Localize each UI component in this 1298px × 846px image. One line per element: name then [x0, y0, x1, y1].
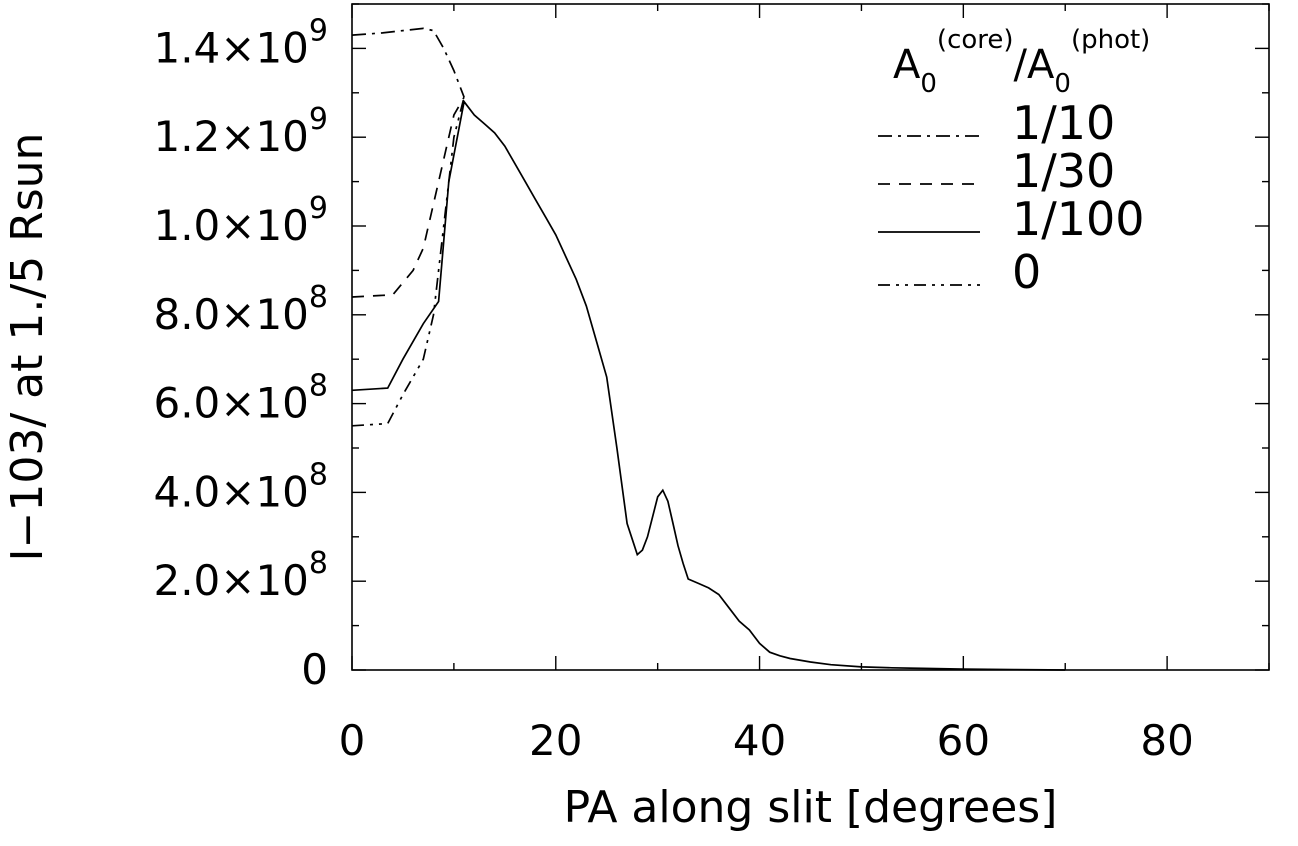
legend-title-num-base: A: [893, 42, 921, 88]
legend-label-3: 1/100: [1012, 192, 1145, 246]
legend-title-den-sub: 0: [1054, 69, 1071, 99]
legend-label-2: 1/30: [1012, 144, 1115, 198]
y-tick-exponent: 8: [309, 457, 328, 492]
legend-title-den-sup: (phot): [1071, 25, 1150, 55]
x-tick-label: 40: [733, 716, 786, 765]
y-tick-exponent: 9: [309, 13, 328, 48]
y-tick-mantissa: 8.0×10: [153, 290, 308, 339]
y-tick-label: 4.0×108: [153, 457, 328, 516]
y-tick-mantissa: 1.2×10: [153, 112, 308, 161]
y-tick-mantissa: 1.0×10: [153, 201, 308, 250]
series-line-3: [351, 99, 1066, 671]
legend-label-4: 0: [1012, 245, 1041, 299]
x-tick-label: 80: [1140, 716, 1193, 765]
y-tick-label: 2.0×108: [153, 546, 328, 605]
y-tick-label: 8.0×108: [153, 280, 328, 339]
y-tick-label: 1.2×109: [153, 102, 328, 161]
series-line-1: [351, 27, 465, 98]
y-tick-mantissa: 4.0×10: [153, 467, 308, 516]
y-tick-label: 1.4×109: [153, 13, 328, 72]
legend-title-num-sub: 0: [920, 69, 937, 99]
x-tick-label: 20: [529, 716, 582, 765]
series-line-2: [351, 96, 465, 298]
y-tick-label: 0: [301, 645, 328, 694]
y-tick-exponent: 8: [309, 369, 328, 404]
x-axis-label: PA along slit [degrees]: [564, 782, 1058, 833]
legend-title-slash: /: [1014, 42, 1028, 88]
legend-title: A0(core)/A0(phot): [893, 25, 1150, 99]
y-tick-mantissa: 0: [301, 645, 328, 694]
y-tick-mantissa: 1.4×10: [153, 23, 308, 72]
y-tick-exponent: 9: [309, 102, 328, 137]
y-tick-label: 1.0×109: [153, 191, 328, 250]
plot-frame: [351, 3, 1270, 671]
y-tick-mantissa: 6.0×10: [153, 379, 308, 428]
series-line-4: [351, 96, 465, 427]
legend-label-1: 1/10: [1012, 96, 1115, 150]
y-tick-exponent: 9: [309, 191, 328, 226]
y-axis-label: I−103/ at 1./5 Rsun: [2, 133, 53, 562]
y-tick-exponent: 8: [309, 280, 328, 315]
y-tick-label: 6.0×108: [153, 369, 328, 428]
x-tick-label: 60: [937, 716, 990, 765]
legend-title-num-sup: (core): [937, 25, 1014, 55]
y-tick-exponent: 8: [309, 546, 328, 581]
axes-group: 0 20 40 60 8002.0×1084.0×1086.0×1088.0×1081.…: [153, 3, 1270, 765]
legend-title-den-base: A: [1027, 42, 1055, 88]
series-group: [351, 27, 1066, 671]
y-tick-mantissa: 2.0×10: [153, 556, 308, 605]
x-tick-label: 0: [339, 716, 366, 765]
